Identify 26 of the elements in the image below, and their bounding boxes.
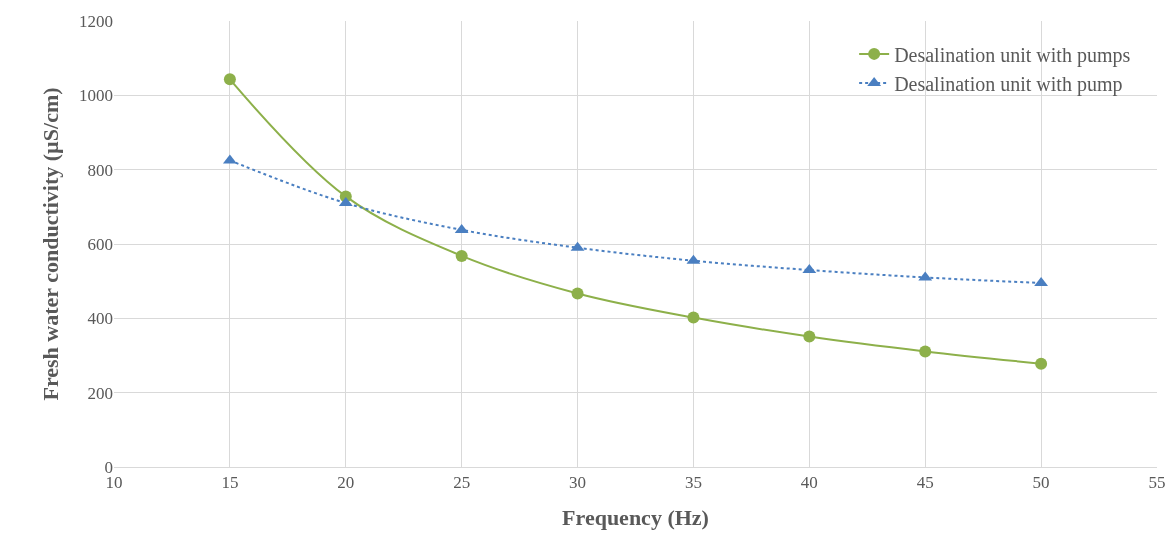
point: [223, 73, 236, 86]
x-tick-label: 20: [337, 473, 355, 493]
y-tick-label: 600: [87, 234, 113, 254]
y-tick-label: 1000: [79, 86, 113, 106]
point: [803, 330, 816, 343]
y-tick-label: 400: [87, 309, 113, 329]
x-tick-label: 25: [453, 473, 471, 493]
x-tick-label: 40: [800, 473, 818, 493]
point: [687, 311, 700, 324]
legend-label: Desalination unit with pumps: [894, 43, 1131, 67]
point: [455, 249, 468, 262]
x-axis-title: Frequency (Hz): [562, 505, 709, 531]
point: [1035, 357, 1048, 370]
x-tick-label: 15: [221, 473, 239, 493]
x-tick-label: 35: [684, 473, 702, 493]
legend-label: Desalination unit with pump: [894, 72, 1123, 96]
point: [571, 287, 584, 300]
x-tick-label: 50: [1032, 473, 1050, 493]
x-tick-label: 55: [1148, 473, 1166, 493]
y-tick-label: 1200: [79, 11, 113, 31]
x-tick-label: 45: [916, 473, 934, 493]
y-tick-label: 800: [87, 160, 113, 180]
y-tick-label: 200: [87, 383, 113, 403]
y-axis-title: Fresh water conductivity (µS/cm): [37, 87, 63, 401]
x-tick-label: 30: [569, 473, 587, 493]
point: [919, 345, 932, 358]
